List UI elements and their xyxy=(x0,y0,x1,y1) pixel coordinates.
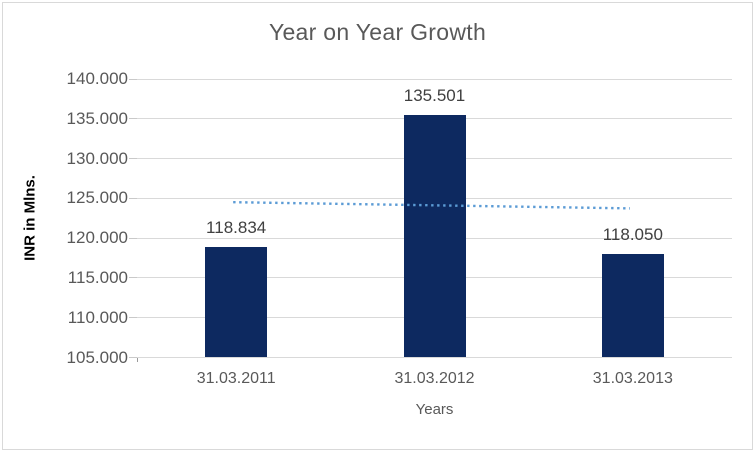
y-tick-label: 125.000 xyxy=(66,188,128,208)
y-tick-label: 120.000 xyxy=(66,228,128,248)
y-tick-mark xyxy=(129,118,137,120)
gridline xyxy=(137,357,732,358)
x-tick-label: 31.03.2013 xyxy=(592,369,673,387)
y-axis-title-text: INR in Mlns. xyxy=(21,175,39,261)
y-tick-label: 140.000 xyxy=(66,69,128,88)
y-tick-mark xyxy=(129,197,137,199)
y-tick-mark xyxy=(129,317,137,319)
chart-title: Year on Year Growth xyxy=(268,19,487,45)
y-tick-label: 115.000 xyxy=(67,267,128,287)
y-tick-mark xyxy=(129,158,137,160)
y-tick-mark xyxy=(129,277,137,279)
y-tick-mark xyxy=(129,357,137,358)
y-tick-label: 135.000 xyxy=(66,108,128,128)
x-tick-label: 31.03.2011 xyxy=(196,369,276,387)
x-axis-tick-mark xyxy=(137,357,138,362)
gridline xyxy=(137,78,732,80)
y-tick-mark xyxy=(129,237,137,239)
y-tick-label: 110.000 xyxy=(67,307,128,327)
y-tick-label: 130.000 xyxy=(66,148,128,168)
y-tick-mark xyxy=(129,78,137,80)
bar xyxy=(601,253,664,358)
y-tick-label: 105.000 xyxy=(66,347,128,367)
bar-data-label: 135.501 xyxy=(403,85,466,105)
bar xyxy=(403,114,466,358)
bar-data-label: 118.050 xyxy=(602,224,663,244)
bar xyxy=(205,247,268,358)
x-axis-title: Years xyxy=(415,401,454,418)
x-tick-label: 31.03.2012 xyxy=(394,369,475,387)
bar-data-label: 118.834 xyxy=(206,218,267,238)
